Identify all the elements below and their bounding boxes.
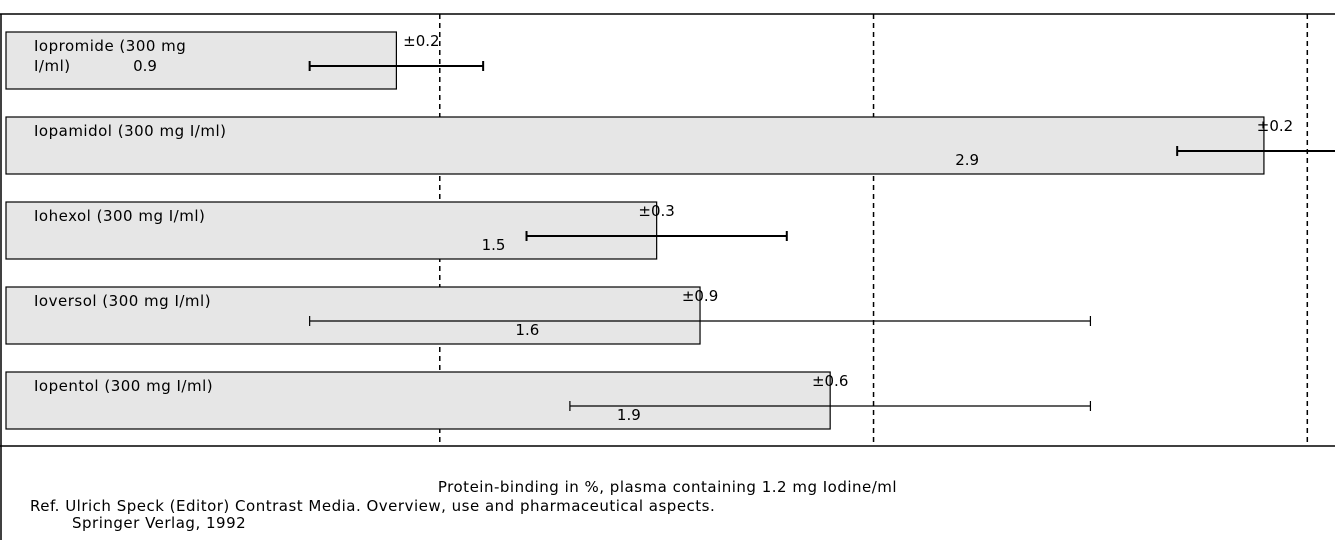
error-label-2: ±0.2 xyxy=(1257,117,1293,135)
category-label-1-line-1: Iopromide (300 mg xyxy=(34,37,186,55)
error-label-3: ±0.3 xyxy=(638,202,674,220)
bar-4 xyxy=(5,286,701,345)
category-label-4: Ioversol (300 mg I/ml) xyxy=(34,292,211,310)
reference-text: Ref. Ulrich Speck (Editor) Contrast Medi… xyxy=(30,497,716,515)
plot-frame xyxy=(0,13,1335,540)
category-label-3: Iohexol (300 mg I/ml) xyxy=(34,207,205,225)
labels: Iopromide (300 mg I/ml) 0.9 ±0.2 Iopamidol (… xyxy=(34,32,1293,424)
category-label-5: Iopentol (300 mg I/ml) xyxy=(34,377,213,395)
value-label-4: 1.6 xyxy=(515,321,539,339)
value-label-3: 1.5 xyxy=(482,236,506,254)
error-label-1: ±0.2 xyxy=(403,32,439,50)
error-label-4: ±0.9 xyxy=(682,287,718,305)
bar-2 xyxy=(5,116,1265,175)
bars xyxy=(5,31,1265,430)
publisher-text: Springer Verlag, 1992 xyxy=(72,514,247,532)
bar-1 xyxy=(5,31,397,90)
bar-3 xyxy=(5,201,658,260)
value-label-2: 2.9 xyxy=(955,151,979,169)
error-label-5: ±0.6 xyxy=(812,372,848,390)
chart-caption-title: Protein-binding in %, plasma containing … xyxy=(437,478,898,496)
category-label-1-line-2: I/ml) xyxy=(34,57,71,75)
bar-5 xyxy=(5,371,831,430)
category-label-2: Iopamidol (300 mg I/ml) xyxy=(34,122,227,140)
value-label-1: 0.9 xyxy=(133,57,157,75)
value-label-5: 1.9 xyxy=(617,406,641,424)
error-bars xyxy=(308,61,1335,411)
